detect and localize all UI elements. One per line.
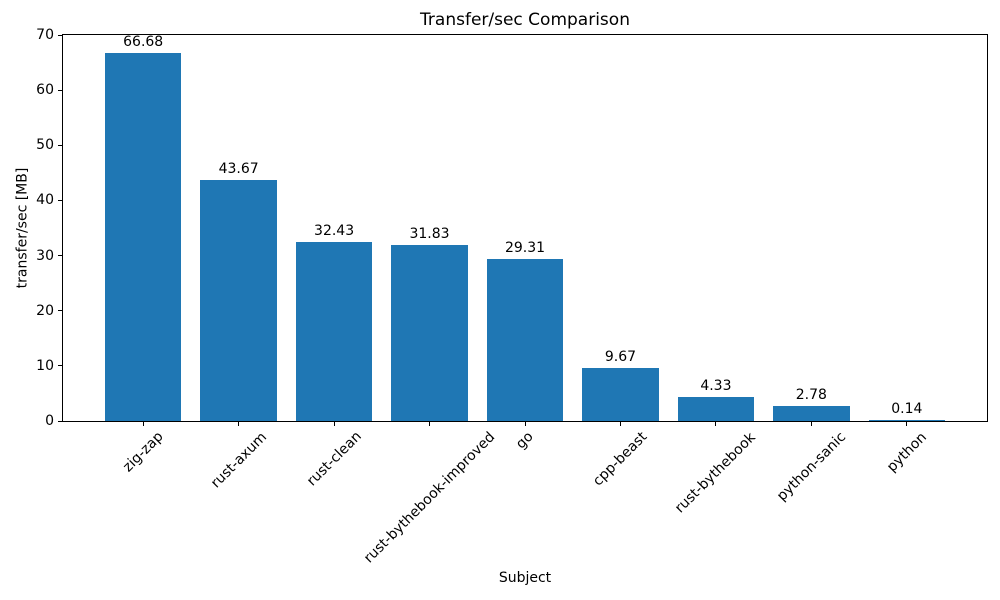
bar-value-label: 29.31 [504, 240, 546, 257]
bar [105, 53, 182, 421]
bar [868, 420, 945, 421]
x-tick [524, 421, 526, 426]
x-tick [619, 421, 621, 426]
x-tick-label: rust-clean [303, 428, 365, 490]
bar [486, 259, 564, 421]
y-tick-label: 0 [45, 413, 54, 429]
bar [200, 180, 277, 421]
x-tick [906, 421, 908, 426]
y-tick [58, 144, 63, 146]
y-tick-label: 70 [36, 27, 54, 43]
y-tick [58, 199, 63, 201]
bar-value-label: 31.83 [409, 226, 450, 243]
bar-value-label: 2.78 [795, 386, 827, 403]
bar-value-label: 43.67 [218, 161, 259, 178]
y-axis-label-text: transfer/sec [MB] [14, 167, 31, 289]
x-tick [429, 421, 431, 426]
y-tick-label: 30 [36, 247, 54, 264]
x-axis-label: Subject [498, 570, 552, 586]
bar [391, 245, 468, 421]
y-tick-label: 20 [36, 302, 54, 319]
bar [295, 242, 373, 421]
x-tick-label: rust-axum [207, 429, 270, 492]
x-tick-label: python-sanic [773, 428, 850, 504]
plot-area: 0 10 20 30 40 50 60 70 66.68 zig-zap 43.67 rust-axu… [36, 27, 988, 566]
bar-value-label: 9.67 [604, 348, 637, 365]
y-tick-label: 50 [36, 137, 54, 154]
bar [582, 367, 659, 421]
x-tick [142, 421, 144, 426]
y-tick [58, 255, 63, 257]
y-tick [58, 89, 63, 91]
x-tick [715, 421, 717, 426]
y-tick [58, 34, 63, 36]
bar-value-label: 66.68 [123, 34, 164, 51]
x-tick-label: cpp-beast [590, 428, 651, 490]
bar [677, 397, 755, 421]
bar-value-label: 0.14 [891, 401, 923, 417]
x-tick [238, 421, 240, 426]
y-tick [58, 420, 63, 422]
x-tick-label: python [883, 429, 930, 475]
y-tick [58, 310, 63, 312]
chart-title: Transfer/sec Comparison [420, 10, 630, 30]
x-tick-label: rust-bythebook-improved [360, 428, 499, 567]
y-tick-label: 60 [36, 82, 54, 99]
x-tick [333, 421, 335, 426]
x-tick-label: zig-zap [119, 428, 167, 476]
bar [773, 405, 850, 421]
bar-value-label: 32.43 [314, 223, 355, 240]
y-tick-label: 10 [36, 357, 54, 374]
x-tick [810, 421, 812, 426]
bar-value-label: 4.33 [700, 378, 732, 395]
x-tick-label: go [513, 428, 537, 453]
x-tick-label: rust-bythebook [672, 429, 760, 516]
y-tick [58, 365, 63, 367]
y-tick-label: 40 [36, 192, 54, 209]
